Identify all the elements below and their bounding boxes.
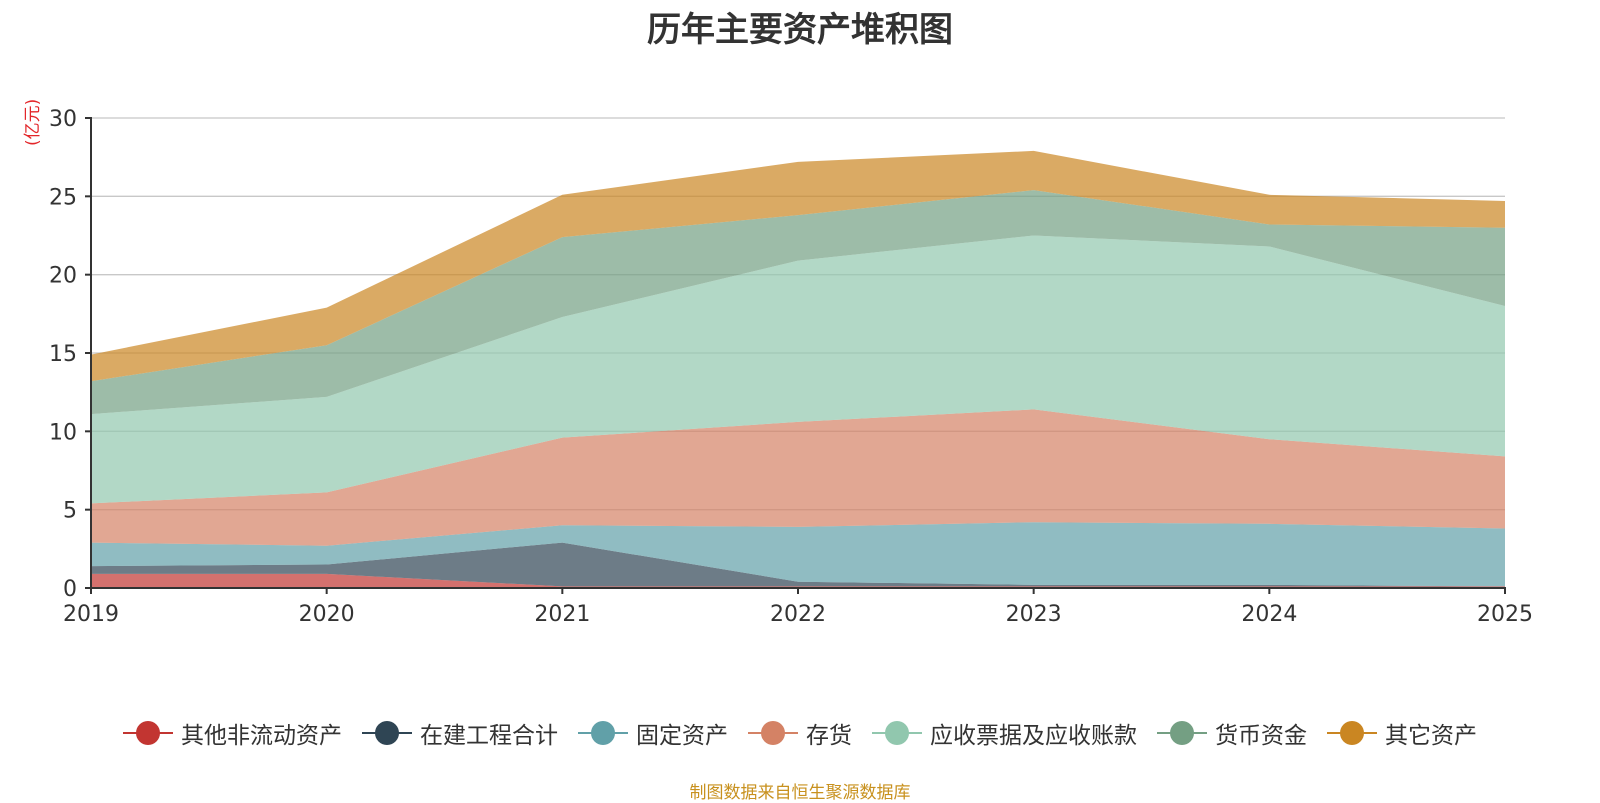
x-tick-label: 2022 — [770, 602, 826, 627]
y-tick-label: 15 — [49, 342, 77, 367]
legend-label: 货币资金 — [1215, 723, 1307, 749]
legend-marker-icon — [872, 720, 922, 746]
x-tick-label: 2021 — [534, 602, 590, 627]
legend-marker-icon — [1327, 720, 1377, 746]
legend-item[interactable]: 其它资产 — [1327, 716, 1477, 750]
legend-label: 固定资产 — [636, 723, 728, 749]
legend-marker-icon — [1157, 720, 1207, 746]
x-tick-label: 2023 — [1006, 602, 1062, 627]
x-tick-label: 2020 — [299, 602, 355, 627]
area-series-1 — [91, 573, 1505, 588]
x-tick-label: 2019 — [63, 602, 119, 627]
y-tick-label: 5 — [63, 499, 77, 524]
legend-marker-icon — [362, 720, 412, 746]
x-tick-label: 2024 — [1241, 602, 1297, 627]
legend-label: 在建工程合计 — [420, 723, 558, 749]
legend-label: 存货 — [806, 723, 852, 749]
source-note: 制图数据来自恒生聚源数据库 — [689, 783, 911, 803]
legend-item[interactable]: 存货 — [748, 716, 852, 750]
legend-item[interactable]: 在建工程合计 — [362, 716, 558, 750]
legend-marker-icon — [748, 720, 798, 746]
area-series-7 — [91, 150, 1505, 382]
legend-item[interactable]: 固定资产 — [578, 716, 728, 750]
area-series-3 — [91, 522, 1505, 587]
y-tick-label: 25 — [49, 185, 77, 210]
y-tick-label: 0 — [63, 577, 77, 602]
legend-marker-icon — [123, 720, 173, 746]
legend-label: 应收票据及应收账款 — [930, 723, 1137, 749]
y-tick-label: 20 — [49, 264, 77, 289]
legend-marker-icon — [578, 720, 628, 746]
legend-label: 其他非流动资产 — [181, 723, 342, 749]
legend: 其他非流动资产 在建工程合计 固定资产 存货 应收票据及应收账款 货币资金 其它资产 — [0, 716, 1600, 750]
area-series-4 — [91, 409, 1505, 546]
area-series-5 — [91, 235, 1505, 504]
legend-label: 其它资产 — [1385, 723, 1477, 749]
legend-item[interactable]: 应收票据及应收账款 — [872, 716, 1137, 750]
area-series — [91, 150, 1505, 588]
area-series-6 — [91, 190, 1505, 415]
chart-title: 历年主要资产堆积图 — [647, 10, 953, 50]
legend-item[interactable]: 货币资金 — [1157, 716, 1307, 750]
legend-item[interactable]: 其他非流动资产 — [123, 716, 342, 750]
y-tick-label: 30 — [49, 107, 77, 132]
x-tick-label: 2025 — [1477, 602, 1533, 627]
y-tick-label: 10 — [49, 420, 77, 445]
